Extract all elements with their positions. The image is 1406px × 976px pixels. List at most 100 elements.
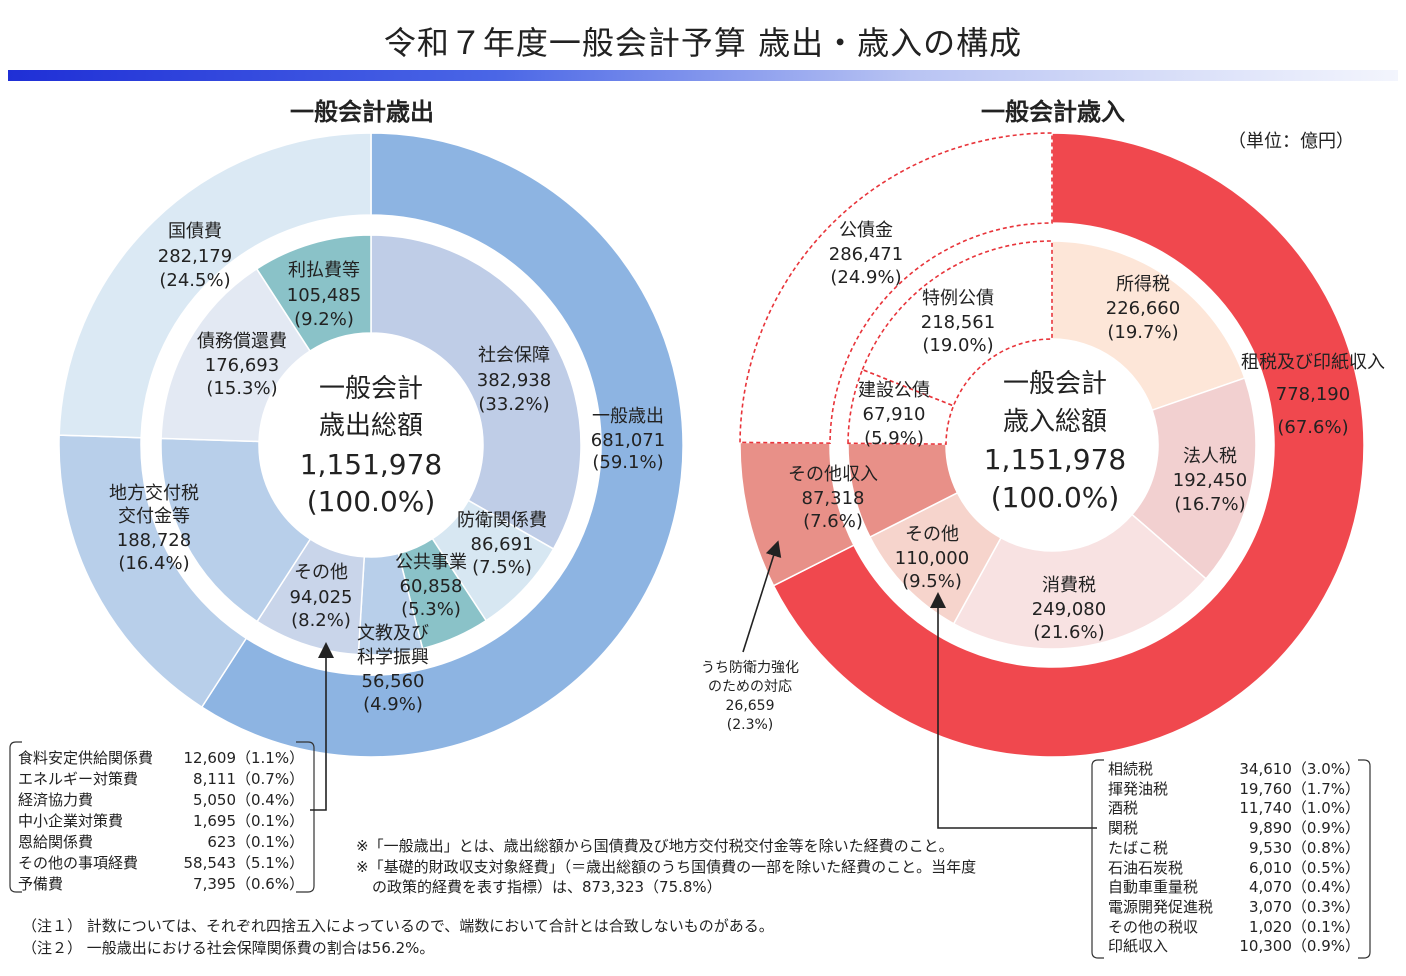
breakdown-pct: （1.1%） — [236, 749, 305, 767]
breakdown-pct: （3.0%） — [1291, 760, 1360, 778]
rev-center-line1: 一般会計 — [1003, 369, 1107, 399]
expenditure-heading: 一般会計歳出 — [290, 98, 434, 126]
breakdown-value: 9,530 — [1248, 838, 1292, 857]
unit-label: （単位：億円） — [1228, 131, 1354, 152]
breakdown-name: 相続税 — [1108, 760, 1154, 778]
breakdown-name: その他の事項経費 — [18, 854, 139, 872]
rev-label-income-tax: 所得税 226,660 (19.7%) — [1106, 274, 1180, 343]
rev-arrow-other — [930, 592, 1097, 829]
exp-label-value: 382,938 — [477, 370, 551, 391]
breakdown-value: 34,610 — [1239, 760, 1292, 778]
breakdown-value: 1,695 — [193, 812, 236, 830]
defense-note-line2: のための対応 — [708, 679, 792, 695]
breakdown-row: 食料安定供給関係費 12,609 （1.1%） — [18, 748, 308, 769]
breakdown-row: 相続税 34,610 （3.0%） — [1108, 760, 1360, 780]
breakdown-row: 揮発油税 19,760 （1.7%） — [1108, 780, 1360, 800]
rev-label-value: 249,080 — [1032, 599, 1106, 620]
exp-label-pct: (16.4%) — [118, 553, 189, 574]
exp-label-name: 社会保障 — [478, 345, 550, 366]
rev-inner-slice-1 — [1130, 377, 1257, 580]
rev-label-other-tax: その他 110,000 (9.5%) — [895, 524, 969, 592]
rev-outer-slice-2 — [739, 132, 1053, 444]
revenue-heading: 一般会計歳入 — [981, 98, 1125, 126]
rev-label-other-income: その他収入 87,318 (7.6%) — [788, 464, 878, 532]
breakdown-value: 5,050 — [193, 791, 236, 809]
rev-bracket-right — [1358, 759, 1371, 959]
breakdown-value: 58,543 — [183, 854, 237, 872]
page-title: 令和７年度一般会計予算 歳出・歳入の構成 — [383, 24, 1023, 62]
breakdown-value: 10,300 — [1239, 937, 1292, 956]
rev-label-name: 公債金 — [839, 220, 893, 241]
rev-label-pct: (21.6%) — [1033, 622, 1104, 643]
rev-label-corporate-tax: 法人税 192,450 (16.7%) — [1173, 446, 1247, 515]
rev-label-name: 建設公債 — [858, 380, 930, 401]
rev-label-value: 110,000 — [895, 548, 969, 569]
note-star1: ※「一般歳出」とは、歳出総額から国債費及び地方交付税交付金等を除いた経費のこと。 — [356, 837, 954, 855]
defense-note-value: 26,659 — [726, 698, 775, 714]
breakdown-pct: （0.1%） — [236, 833, 305, 851]
breakdown-row: 関税 9,890 （0.9%） — [1108, 819, 1360, 839]
rev-center-line2: 歳入総額 — [1003, 407, 1107, 437]
exp-outer-slice-2 — [58, 132, 372, 439]
breakdown-row: エネルギー対策費 8,111 （0.7%） — [18, 769, 308, 790]
exp-center-pct: (100.0%) — [307, 485, 436, 518]
rev-label-name: 法人税 — [1183, 446, 1237, 467]
exp-label-local-tax: 地方交付税 交付金等 188,728 (16.4%) — [109, 483, 199, 574]
exp-label-pct: (7.5%) — [472, 557, 532, 578]
rev-label-special-bonds: 特例公債 218,561 (19.0%) — [921, 288, 995, 356]
rev-arrow-defense — [742, 540, 782, 653]
rev-label-value: 778,190 — [1276, 384, 1350, 405]
exp-center-line2: 歳出総額 — [319, 411, 423, 441]
note-star2a: ※「基礎的財政収支対象経費」（＝歳出総額のうち国債費の一部を除いた経費のこと。当… — [356, 858, 977, 876]
expenditure-donut — [58, 132, 684, 758]
breakdown-pct: （0.9%） — [1291, 937, 1360, 956]
exp-center-line1: 一般会計 — [319, 374, 423, 404]
exp-label-name: 利払費等 — [288, 260, 360, 281]
rev-center-label: 一般会計 歳入総額 1,151,978 (100.0%) — [984, 369, 1127, 514]
exp-center-hole — [261, 335, 481, 555]
rev-label-tax-total: 租税及び印紙収入 778,190 (67.6%) — [1241, 352, 1385, 438]
rev-label-pct: (5.9%) — [864, 428, 924, 449]
breakdown-pct: （0.5%） — [1291, 858, 1360, 877]
rev-center-hole — [948, 341, 1156, 549]
exp-label-value: 176,693 — [205, 355, 279, 376]
breakdown-pct: （0.1%） — [236, 812, 305, 830]
exp-label-value: 105,485 — [287, 285, 361, 306]
breakdown-value: 1,020 — [1248, 917, 1292, 936]
breakdown-value: 623 — [207, 833, 236, 851]
exp-label-value: 60,858 — [400, 576, 463, 597]
breakdown-name: 関税 — [1108, 819, 1139, 838]
breakdown-row: その他の税収 1,020 （0.1%） — [1108, 918, 1360, 938]
breakdown-name: 自動車重量税 — [1108, 878, 1199, 897]
exp-label-name: 国債費 — [168, 221, 222, 242]
rev-label-name: 特例公債 — [922, 288, 994, 309]
exp-label-redemption: 債務償還費 176,693 (15.3%) — [197, 331, 287, 399]
exp-label-value: 681,071 — [591, 430, 665, 451]
exp-label-pct: (33.2%) — [478, 394, 549, 415]
rev-label-name: その他 — [905, 524, 959, 545]
note-1: （注１） 計数については、それぞれ四捨五入によっているので、端数において合計とは… — [22, 917, 774, 935]
rev-inner-slice-5 — [847, 368, 955, 445]
note-star2b: の政策的経費を表す指標）は、873,323（75.8%） — [372, 878, 722, 896]
breakdown-row: 経済協力費 5,050 （0.4%） — [18, 790, 308, 811]
breakdown-pct: （0.4%） — [236, 791, 305, 809]
breakdown-value: 9,890 — [1248, 819, 1292, 838]
breakdown-value: 4,070 — [1248, 878, 1292, 897]
breakdown-value: 8,111 — [193, 770, 236, 788]
breakdown-name: 経済協力費 — [18, 791, 94, 809]
breakdown-value: 6,010 — [1248, 858, 1292, 877]
rev-label-name: 所得税 — [1116, 274, 1170, 295]
breakdown-pct: （0.3%） — [1291, 897, 1360, 916]
exp-label-name: その他 — [294, 562, 348, 583]
exp-label-value: 56,560 — [362, 671, 425, 692]
breakdown-row: 恩給関係費 623 （0.1%） — [18, 832, 308, 853]
breakdown-pct: （0.6%） — [236, 875, 305, 893]
exp-label-defense: 防衛関係費 86,691 (7.5%) — [457, 510, 547, 578]
exp-label-name-line2: 科学振興 — [357, 647, 429, 668]
breakdown-pct: （0.9%） — [1291, 819, 1360, 838]
rev-label-construction-bonds: 建設公債 67,910 (5.9%) — [858, 380, 930, 449]
exp-label-pct: (8.2%) — [291, 610, 351, 631]
breakdown-pct: （0.8%） — [1291, 838, 1360, 857]
exp-label-other: その他 94,025 (8.2%) — [290, 562, 353, 631]
rev-label-pct: (19.0%) — [922, 335, 993, 356]
